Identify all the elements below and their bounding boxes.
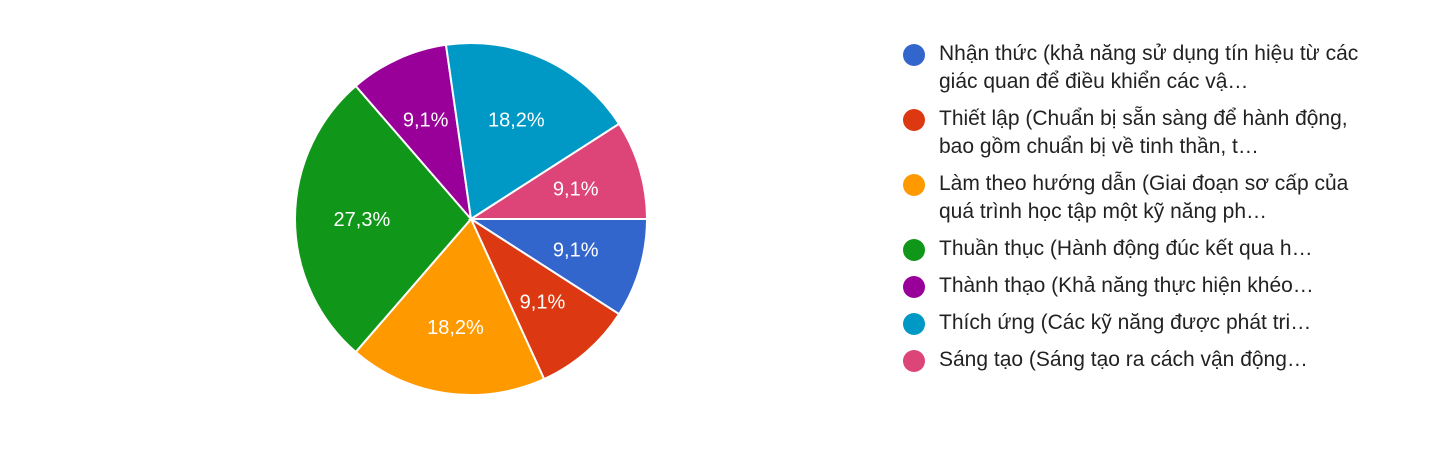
legend-label: Thích ứng (Các kỹ năng được phát tri… xyxy=(939,311,1312,334)
chart-legend: Nhận thức (khả năng sử dụng tín hiệu từ … xyxy=(903,40,1373,383)
legend-swatch-dot xyxy=(903,276,925,298)
legend-label: Sáng tạo (Sáng tạo ra cách vận động… xyxy=(939,348,1308,371)
pie-slice-label-2: 9,1% xyxy=(520,291,566,313)
legend-item: Thành thạo (Khả năng thực hiện khéo… xyxy=(903,272,1373,300)
pie-slice-label-5: 9,1% xyxy=(403,110,449,132)
legend-swatch-dot xyxy=(903,313,925,335)
pie-slice-1 xyxy=(467,218,649,316)
legend-swatch-dot xyxy=(903,239,925,261)
legend-swatch-dot xyxy=(903,109,925,131)
pie-slice-2 xyxy=(468,216,621,381)
pie-slice-6 xyxy=(444,42,621,221)
legend-item: Thiết lập (Chuẩn bị sẵn sàng để hành độn… xyxy=(903,105,1373,161)
pie-slice-7 xyxy=(467,122,649,220)
legend-label: Thiết lập (Chuẩn bị sẵn sàng để hành độn… xyxy=(939,107,1348,158)
legend-label: Nhận thức (khả năng sử dụng tín hiệu từ … xyxy=(939,42,1359,93)
legend-swatch-dot xyxy=(903,174,925,196)
pie-slice-label-6: 18,2% xyxy=(488,110,545,132)
pie-slices xyxy=(294,42,649,396)
pie-slice-label-4: 27,3% xyxy=(334,209,391,231)
legend-swatch-dot xyxy=(903,350,925,372)
legend-label: Thành thạo (Khả năng thực hiện khéo… xyxy=(939,274,1314,297)
pie-slice-label-7: 9,1% xyxy=(553,178,599,200)
pie-slice-labels: 9,1% 9,1% 18,2% 27,3% 9,1% 18,2% 9,1% xyxy=(334,110,599,339)
legend-item: Làm theo hướng dẫn (Giai đoạn sơ cấp của… xyxy=(903,170,1373,226)
legend-item: Sáng tạo (Sáng tạo ra cách vận động… xyxy=(903,346,1373,374)
pie-slice-label-1: 9,1% xyxy=(553,240,599,262)
pie-slice-3 xyxy=(354,217,546,396)
pie-slice-5 xyxy=(354,43,473,223)
legend-item: Thuần thục (Hành động đúc kết qua h… xyxy=(903,235,1373,263)
legend-label: Làm theo hướng dẫn (Giai đoạn sơ cấp của… xyxy=(939,172,1349,223)
legend-swatch-dot xyxy=(903,44,925,66)
legend-item: Nhận thức (khả năng sử dụng tín hiệu từ … xyxy=(903,40,1373,96)
legend-label: Thuần thục (Hành động đúc kết qua h… xyxy=(939,237,1313,260)
legend-item: Thích ứng (Các kỹ năng được phát tri… xyxy=(903,309,1373,337)
pie-slice-label-3: 18,2% xyxy=(427,317,484,339)
pie-slice-4 xyxy=(294,84,473,354)
